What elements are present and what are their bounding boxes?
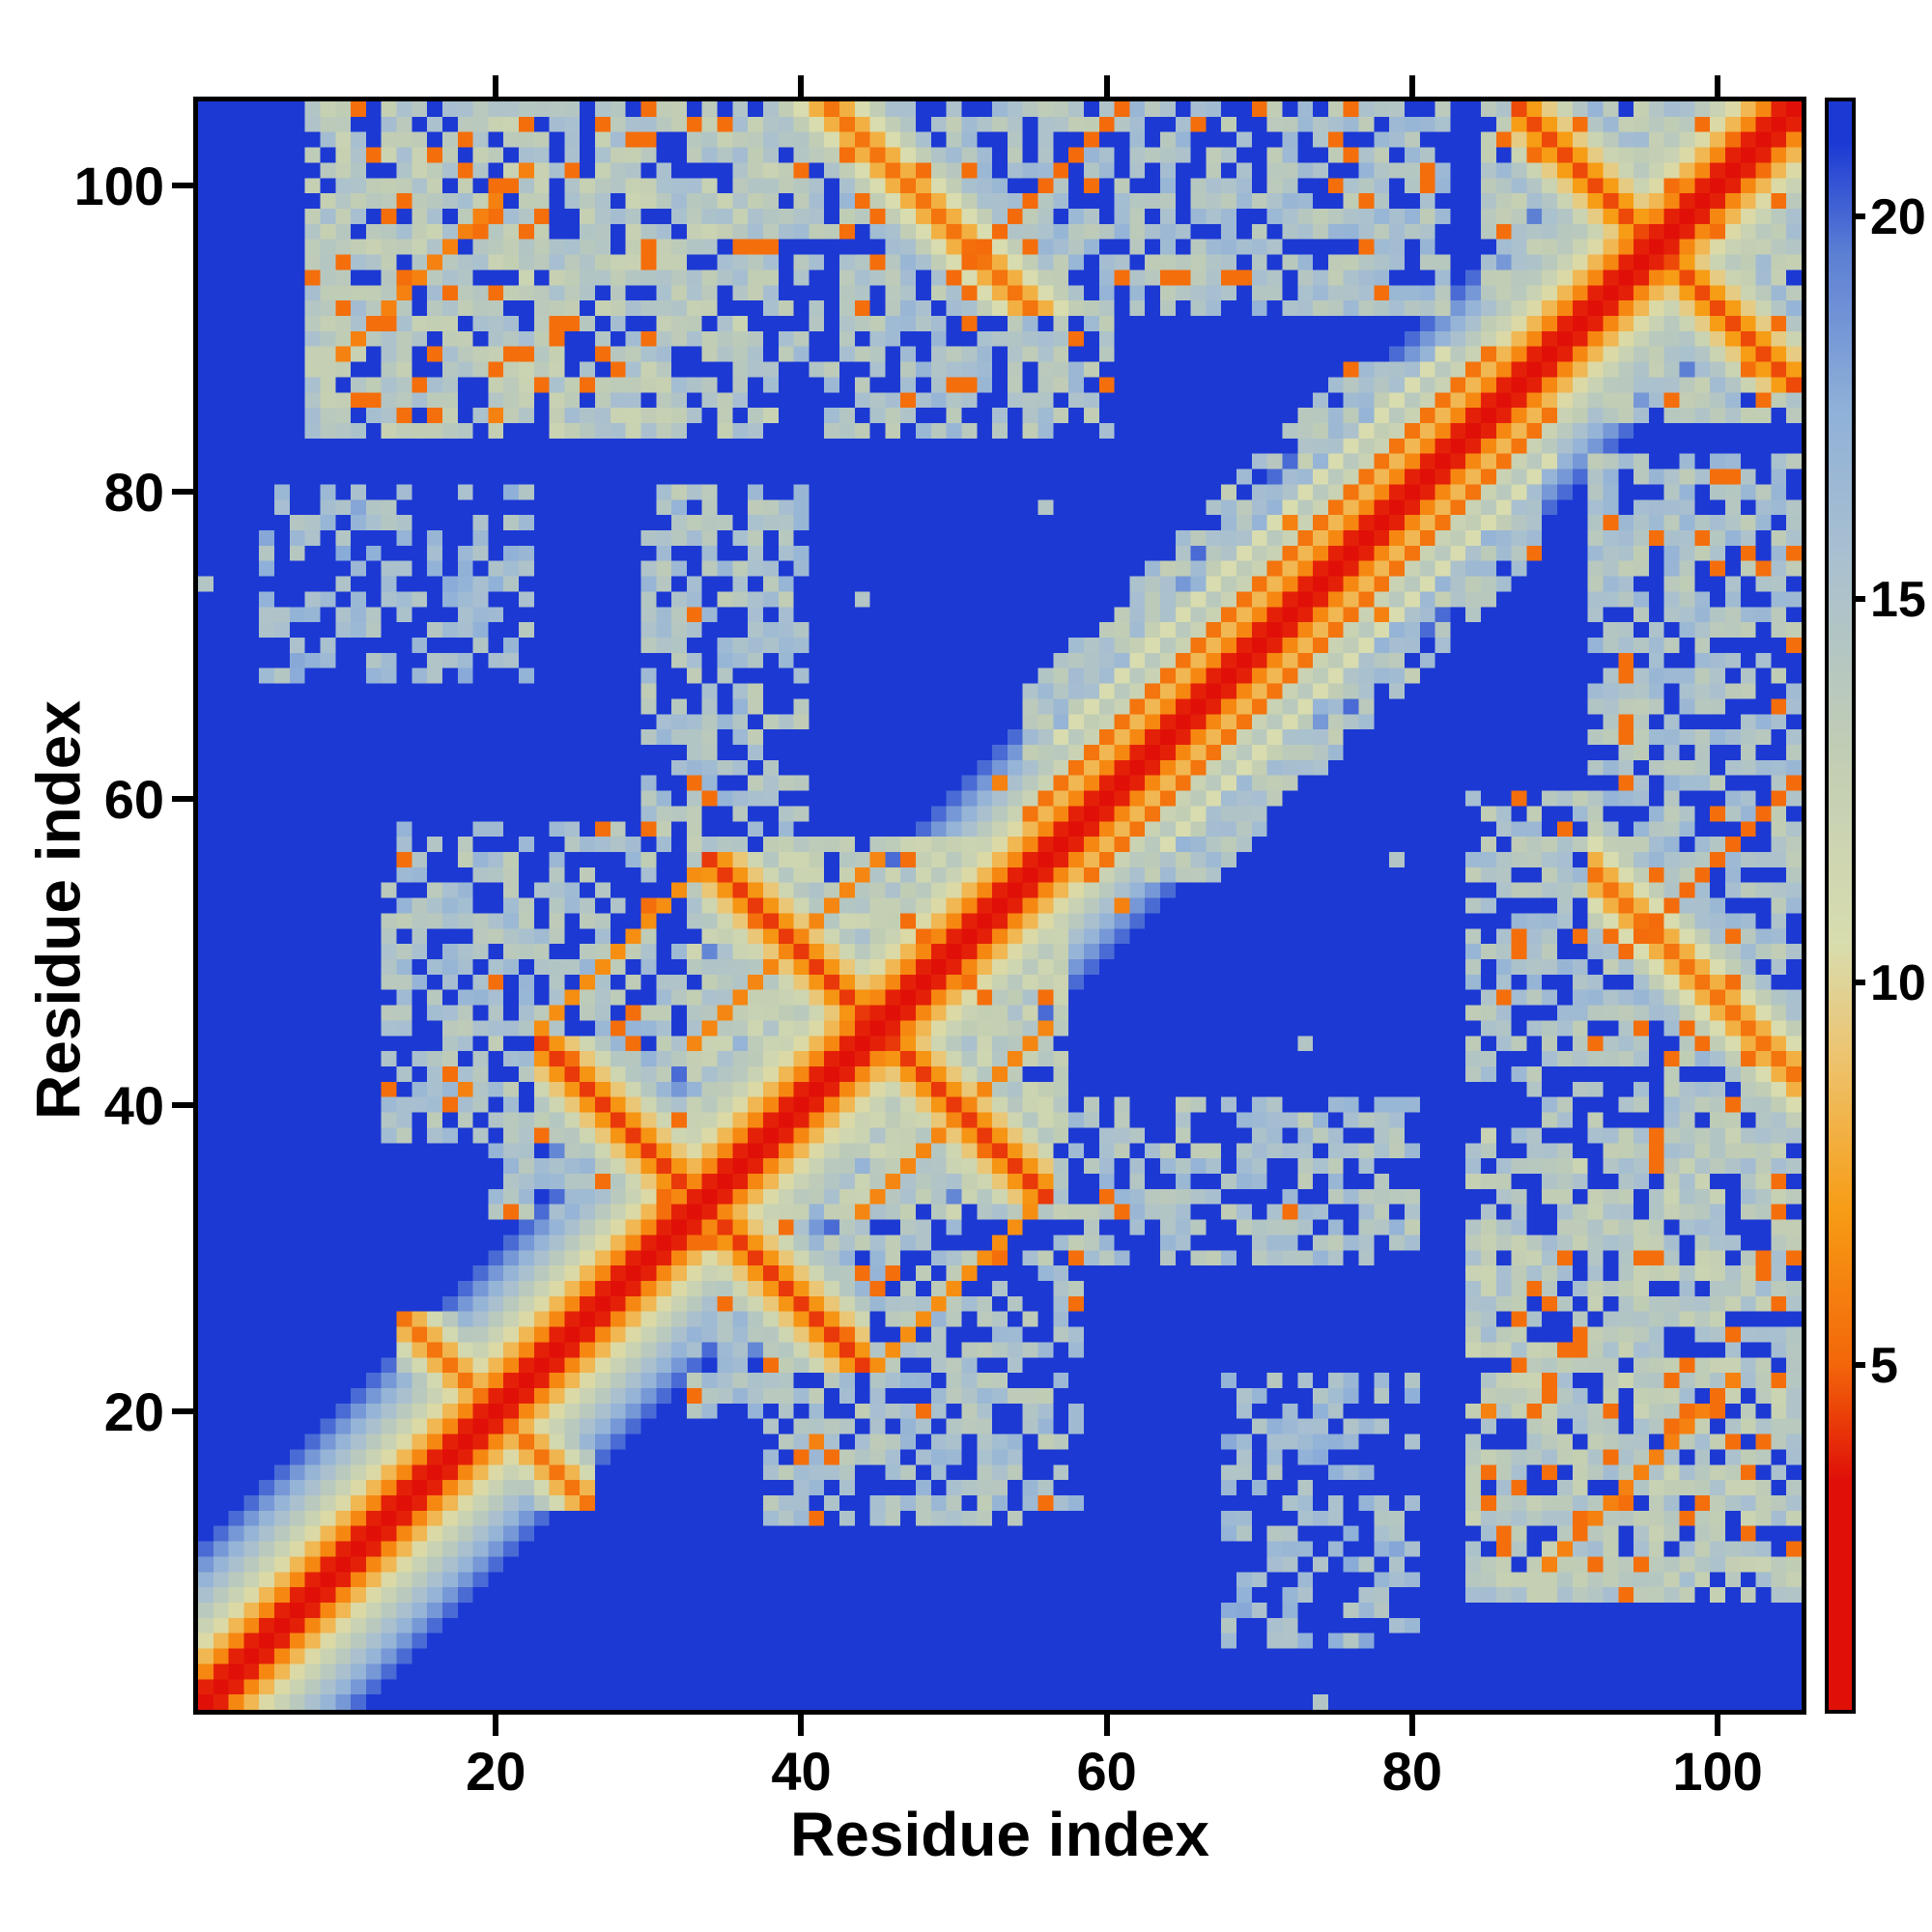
colorbar-tick-label: 15 xyxy=(1870,572,1926,629)
y-tick xyxy=(172,1407,193,1414)
y-tick xyxy=(172,1101,193,1108)
x-tick-top xyxy=(1103,75,1110,97)
heatmap-canvas xyxy=(198,101,1802,1710)
colorbar-tick-label: 20 xyxy=(1870,188,1926,245)
colorbar-tick-label: 10 xyxy=(1870,954,1926,1011)
y-tick xyxy=(172,489,193,496)
y-tick-label: 60 xyxy=(103,768,164,830)
y-tick xyxy=(172,183,193,189)
colorbar-gradient xyxy=(1829,101,1852,1710)
x-tick-label: 60 xyxy=(1076,1741,1137,1802)
colorbar-frame xyxy=(1825,98,1856,1714)
x-tick xyxy=(493,1715,499,1736)
x-tick xyxy=(798,1715,805,1736)
x-tick xyxy=(1408,1715,1415,1736)
y-tick xyxy=(172,795,193,802)
x-axis-title: Residue index xyxy=(790,1800,1209,1869)
y-tick-label: 100 xyxy=(73,156,164,217)
x-tick-top xyxy=(1408,75,1415,97)
y-tick-label: 80 xyxy=(103,462,164,524)
colorbar-tick xyxy=(1852,596,1865,603)
x-tick-label: 20 xyxy=(466,1741,526,1802)
x-tick xyxy=(1715,1715,1721,1736)
colorbar-tick xyxy=(1852,213,1865,219)
plot-frame xyxy=(193,97,1806,1715)
x-tick xyxy=(1103,1715,1110,1736)
x-tick-top xyxy=(798,75,805,97)
y-tick-label: 40 xyxy=(103,1074,164,1136)
x-tick-top xyxy=(1715,75,1721,97)
x-tick-label: 80 xyxy=(1381,1741,1442,1802)
y-tick-label: 20 xyxy=(103,1380,164,1442)
x-tick-top xyxy=(493,75,499,97)
y-axis-title: Residue index xyxy=(23,700,94,1120)
colorbar-tick-label: 5 xyxy=(1870,1338,1898,1395)
x-tick-label: 100 xyxy=(1672,1741,1763,1802)
x-tick-label: 40 xyxy=(771,1741,832,1802)
colorbar-tick xyxy=(1852,979,1865,985)
colorbar-tick xyxy=(1852,1362,1865,1369)
